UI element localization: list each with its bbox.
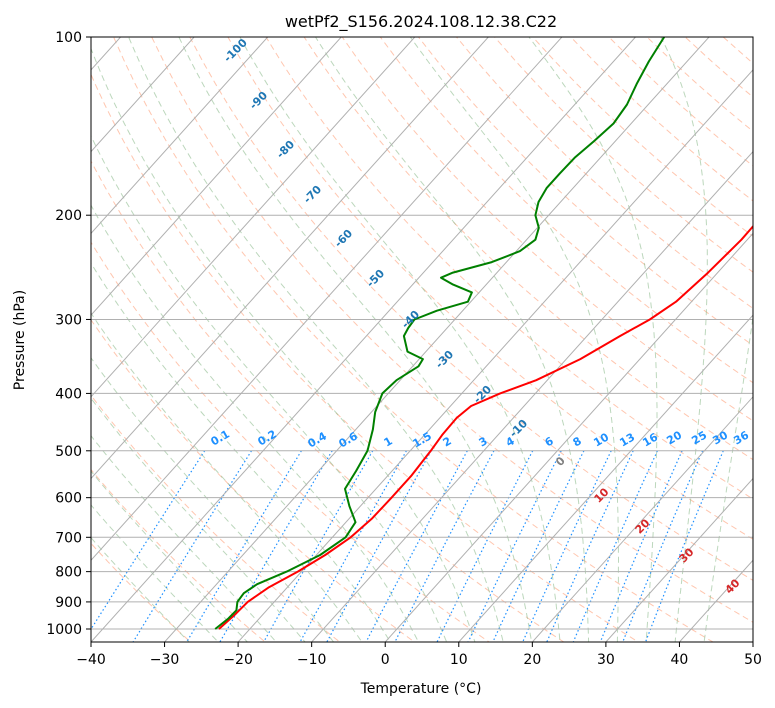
x-tick-label: 20 <box>523 652 541 668</box>
profiles <box>214 37 753 630</box>
y-axis: 100 200 300 400 500 600 700 800 900 1000 <box>46 30 91 638</box>
background-lines <box>91 37 753 642</box>
isotherm-line <box>384 232 753 642</box>
y-tick-label: 400 <box>55 386 82 402</box>
moist-adiabat-line <box>314 37 590 642</box>
moist-adiabat-line <box>91 434 277 642</box>
isotherm-line <box>91 37 416 398</box>
moist-adiabat-line <box>91 397 306 642</box>
moist-adiabat-line <box>239 37 561 642</box>
y-tick-label: 900 <box>55 595 82 611</box>
isotherm-line <box>91 37 490 480</box>
moist-adiabat-line <box>91 134 448 642</box>
isotherm-line <box>237 69 753 642</box>
moist-adiabat-line <box>91 536 190 642</box>
x-tick-label: 0 <box>381 652 390 668</box>
moist-adiabat-line <box>703 313 753 642</box>
isotherm-line <box>163 37 710 642</box>
x-axis: −40 −30 −20 −10 0 10 20 30 40 50 <box>76 642 762 668</box>
x-tick-label: 10 <box>450 652 468 668</box>
dry-adiabat-line <box>91 73 640 642</box>
y-tick-label: 700 <box>55 530 82 546</box>
x-tick-label: −10 <box>297 652 327 668</box>
x-tick-label: −30 <box>150 652 180 668</box>
x-tick-label: −40 <box>76 652 106 668</box>
y-tick-label: 800 <box>55 565 82 581</box>
isotherm-line <box>310 150 753 642</box>
moist-adiabat-line <box>91 312 363 642</box>
temperature-profile-line <box>218 224 753 630</box>
x-tick-label: 40 <box>671 652 689 668</box>
dry-adiabat-line <box>379 37 753 384</box>
dry-adiabat-line <box>91 241 490 642</box>
isotherm-line <box>91 37 563 562</box>
x-axis-label: Temperature (°C) <box>360 681 482 697</box>
dry-adiabat-line <box>113 37 714 642</box>
x-tick-label: 30 <box>597 652 615 668</box>
dry-adiabat-line <box>455 37 753 310</box>
moist-adiabat-line <box>128 37 504 642</box>
moist-adiabat-line <box>91 47 476 642</box>
dry-adiabat-line <box>91 319 416 642</box>
x-tick-label: −20 <box>223 652 253 668</box>
moist-adiabat-line <box>91 470 249 642</box>
moist-adiabat-line <box>91 356 335 642</box>
y-tick-label: 200 <box>55 208 82 224</box>
dry-adiabat-line <box>189 37 753 581</box>
x-tick-label: 50 <box>744 652 762 668</box>
y-tick-label: 100 <box>55 30 82 46</box>
isotherm-line <box>458 314 753 642</box>
dry-adiabat-line <box>341 37 753 422</box>
isotherm-line <box>605 477 753 642</box>
moist-adiabat-line <box>178 37 533 642</box>
isotherm-line <box>91 37 637 642</box>
plot-frame <box>90 36 754 643</box>
y-axis-label: Pressure (hPa) <box>12 290 28 390</box>
dry-adiabat-line <box>417 37 753 346</box>
dry-adiabat-line <box>227 37 753 540</box>
chart-title: wetPf2_S156.2024.108.12.38.C22 <box>285 12 557 32</box>
isotherm-line <box>531 396 753 642</box>
y-tick-label: 300 <box>55 312 82 328</box>
isotherm-line <box>91 37 269 235</box>
y-tick-label: 600 <box>55 491 82 507</box>
dry-adiabat-line <box>91 160 565 642</box>
dry-adiabat-line <box>265 37 753 500</box>
dewpoint-profile-line <box>214 37 666 630</box>
dry-adiabat-line <box>303 37 753 461</box>
isotherm-line <box>91 37 195 153</box>
dry-adiabat-line <box>151 37 753 623</box>
y-tick-label: 500 <box>55 444 82 460</box>
moist-adiabat-line <box>528 37 658 642</box>
dry-adiabat-line <box>91 542 192 642</box>
y-tick-label: 1000 <box>46 622 82 638</box>
isotherm-line <box>91 37 342 316</box>
